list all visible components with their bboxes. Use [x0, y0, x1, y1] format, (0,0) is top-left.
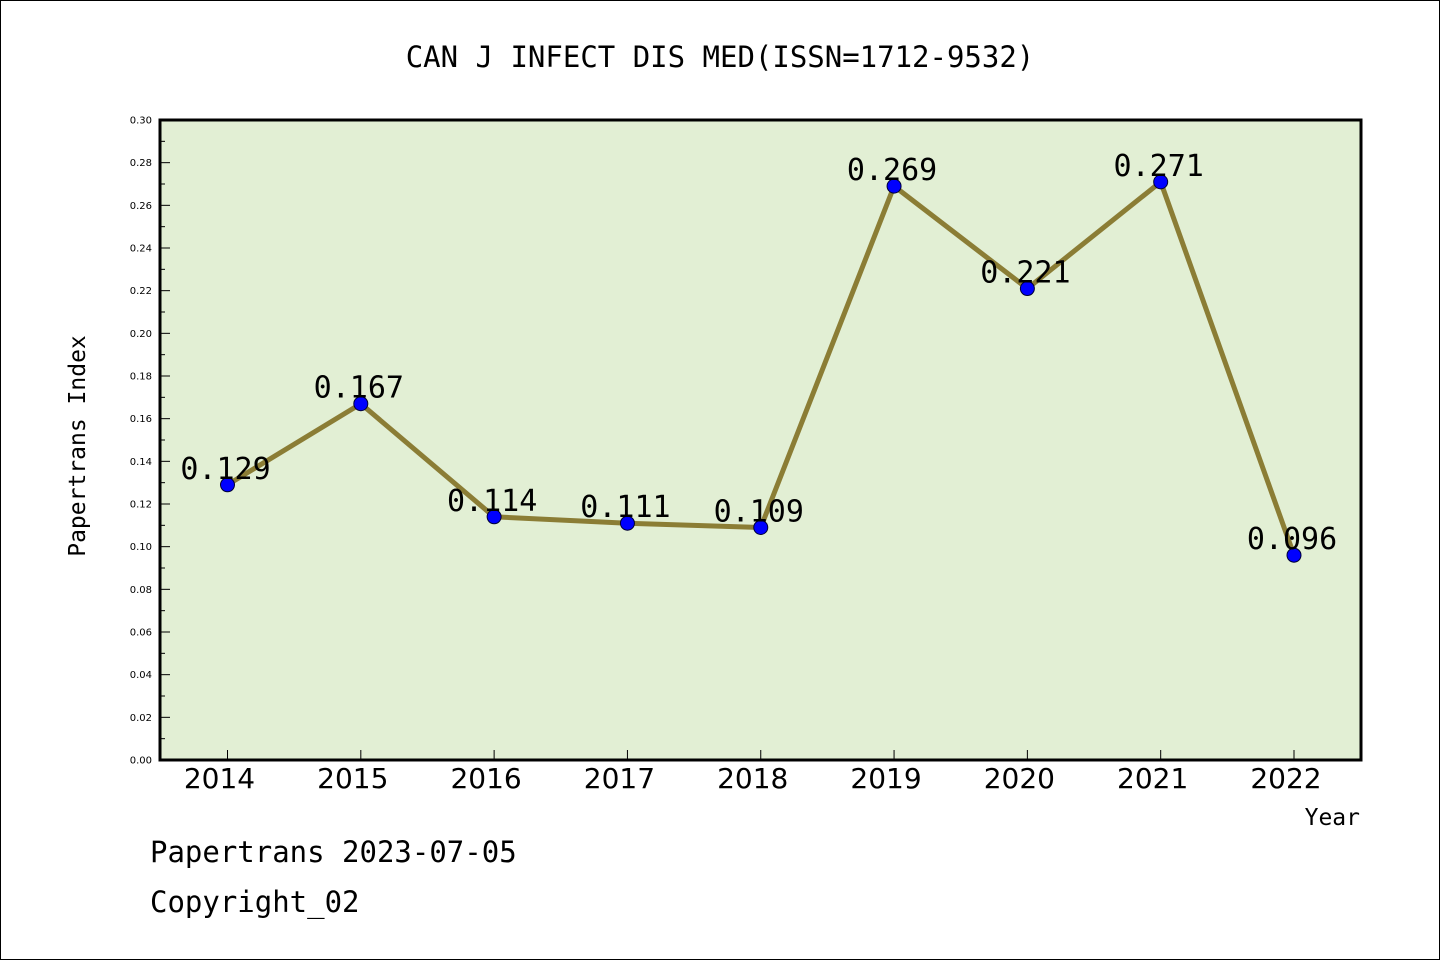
data-point	[220, 477, 235, 493]
y-tick-label: 0.00	[130, 756, 152, 767]
data-label: 0.111	[580, 490, 670, 525]
y-axis: 0.00 0.02 0.04 0.06 0.08 0.10 0.12 0.14 0.16 0.18…	[130, 116, 170, 767]
plot-area	[158, 118, 1363, 762]
y-tick-label: 0.08	[130, 585, 152, 596]
x-axis: 2014 2015 2016 2017 2018 2019 2020 2021 2022	[184, 750, 1322, 795]
footer-copyright: Copyright_02	[150, 885, 360, 919]
x-tick-label: 2015	[317, 762, 388, 795]
data-label: 0.269	[847, 153, 937, 188]
chart-title: CAN J INFECT DIS MED(ISSN=1712-9532)	[406, 40, 1035, 74]
y-tick-label: 0.30	[130, 116, 152, 127]
x-tick-label: 2021	[1117, 762, 1188, 795]
data-point	[619, 515, 635, 531]
y-tick-label: 0.20	[130, 329, 152, 340]
y-tick-label: 0.22	[130, 286, 152, 297]
y-tick-label: 0.24	[130, 244, 152, 255]
y-axis-label: Papertrans Index	[65, 335, 91, 557]
series-markers	[220, 174, 1302, 563]
y-tick-label: 0.18	[130, 372, 152, 383]
data-label: 0.109	[714, 494, 804, 529]
y-tick-label: 0.06	[130, 628, 152, 639]
data-label: 0.271	[1114, 149, 1204, 184]
data-point	[753, 519, 769, 535]
x-tick-label: 2016	[450, 762, 521, 795]
x-tick-label: 2014	[184, 762, 255, 795]
data-label: 0.096	[1247, 522, 1337, 557]
data-label: 0.114	[447, 484, 537, 519]
x-tick-label: 2019	[850, 762, 921, 795]
data-label: 0.167	[314, 371, 404, 406]
y-tick-label: 0.10	[130, 542, 152, 553]
footer-date: Papertrans 2023-07-05	[150, 835, 517, 869]
data-point	[1286, 547, 1302, 563]
data-point	[353, 396, 369, 412]
y-tick-label: 0.02	[130, 713, 152, 724]
data-point	[486, 509, 502, 525]
x-axis-label: Year	[1305, 805, 1360, 831]
data-point	[1153, 174, 1169, 190]
y-tick-label: 0.28	[130, 158, 152, 169]
y-tick-label: 0.04	[130, 670, 152, 681]
x-tick-label: 2018	[717, 762, 788, 795]
data-point	[1019, 281, 1035, 297]
data-labels: 0.129 0.167 0.114 0.111 0.109 0.269 0.221 0.271…	[180, 149, 1337, 557]
x-tick-label: 2022	[1250, 762, 1321, 795]
y-tick-label: 0.14	[130, 457, 152, 468]
y-tick-label: 0.16	[130, 414, 152, 425]
y-tick-label: 0.26	[130, 201, 152, 212]
data-label: 0.129	[180, 452, 270, 487]
x-tick-label: 2017	[584, 762, 655, 795]
y-tick-label: 0.12	[130, 500, 152, 511]
x-tick-label: 2020	[984, 762, 1055, 795]
data-label: 0.221	[980, 256, 1070, 291]
data-point	[886, 178, 902, 194]
